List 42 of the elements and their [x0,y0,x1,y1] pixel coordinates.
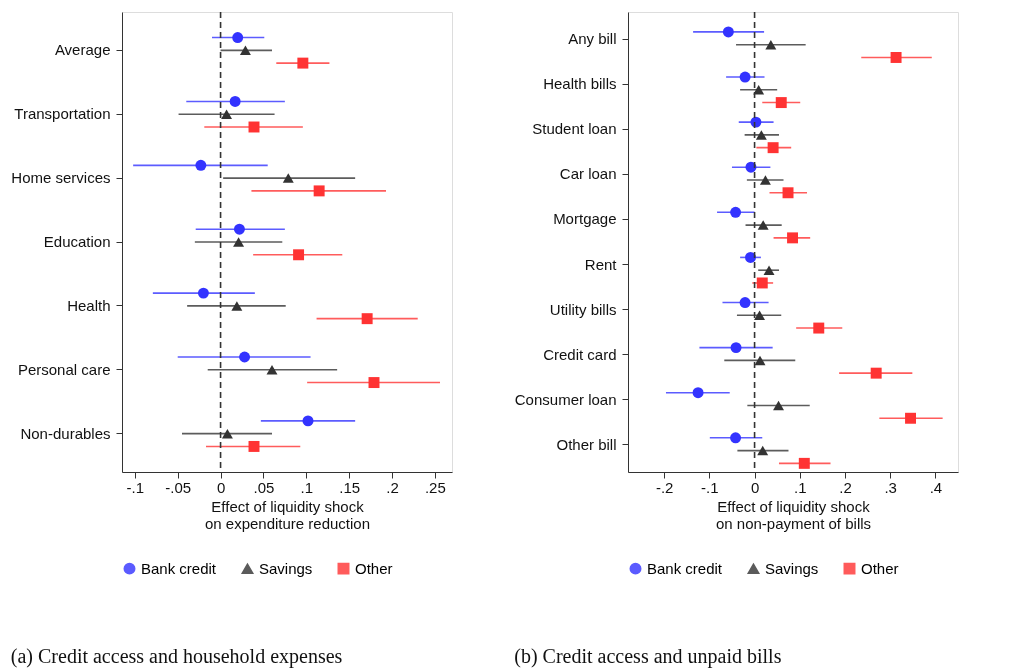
legend-label: Bank credit [141,559,217,577]
y-tick-label: Personal care [17,360,111,378]
x-tick-label: .25 [424,478,446,496]
legend-label: Other [355,559,393,577]
x-tick-label: .1 [300,478,314,496]
legend-label: Savings [765,559,819,577]
x-tick-label: -.05 [165,478,192,496]
text: (a) Credit access and household expenses [10,645,343,668]
x-tick-label: -.2 [655,478,674,496]
text: (b) Credit access and unpaid bills [514,645,782,668]
y-tick-label: Car loan [559,165,617,183]
x-tick-label: .05 [253,478,275,496]
y-tick-label: Health [67,296,111,314]
legend-label: Bank credit [647,559,723,577]
x-tick-label: 0 [750,478,760,496]
y-tick-label: Rent [584,255,618,273]
x-tick-label: 0 [216,478,226,496]
x-axis-title: Effect of liquidity shock on expenditure reduction [204,497,371,532]
x-tick-label: .1 [794,478,807,496]
x-tick-label: .2 [386,478,399,496]
x-tick-label: -.1 [701,478,719,496]
y-tick-label: Consumer loan [514,390,617,408]
y-tick-label: Health bills [543,75,617,93]
y-tick-label: Credit card [543,345,617,363]
y-tick-label: Transportation [14,105,111,123]
legend-label: Other [861,559,899,577]
y-tick-label: Average [54,41,111,59]
y-tick-label: Education [43,233,111,250]
x-tick-label: .4 [929,478,943,496]
y-tick-label: Non-durables [20,424,111,442]
x-tick-label: .15 [339,478,361,496]
y-tick-label: Utility bills [549,300,617,318]
x-axis-title: Effect of liquidity shock on non-payment of bills [715,497,872,532]
y-tick-label: Any bill [568,30,617,48]
x-tick-label: .2 [839,478,852,496]
x-tick-label: .3 [884,478,897,496]
y-tick-label: Student loan [532,120,617,138]
y-tick-label: Other bill [556,435,617,453]
x-tick-label: -.1 [126,478,145,496]
y-tick-label: Home services [11,169,111,187]
legend-label: Savings [259,559,313,577]
y-tick-label: Mortgage [553,210,617,228]
